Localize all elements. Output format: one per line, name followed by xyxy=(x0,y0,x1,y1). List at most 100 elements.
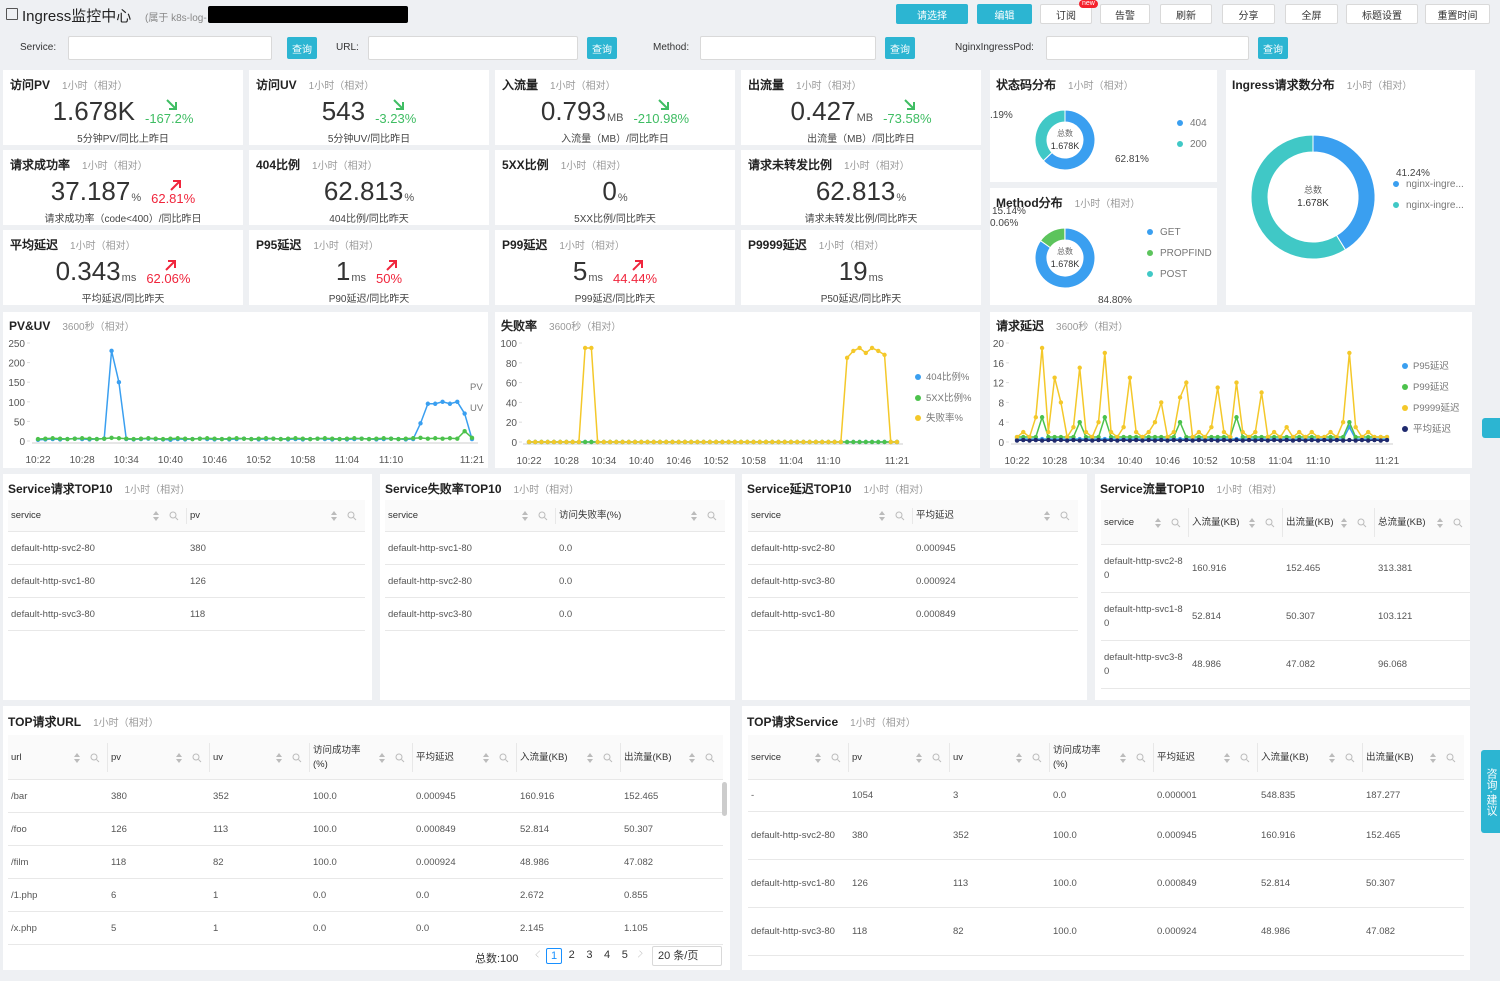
query-button[interactable]: 查询 xyxy=(587,37,617,59)
column-icons[interactable] xyxy=(520,510,550,522)
filter-input[interactable] xyxy=(700,36,876,60)
search-icon xyxy=(1453,518,1461,525)
stat-change: -210.98% xyxy=(633,99,689,126)
page-number[interactable]: 2 xyxy=(568,949,575,961)
column-title: 出流量(KB) xyxy=(624,751,672,763)
column-icons[interactable] xyxy=(1428,752,1458,764)
toolbar-button[interactable]: 编辑 xyxy=(977,4,1032,24)
column-divider xyxy=(555,508,556,524)
column-icons[interactable] xyxy=(174,752,204,764)
panel-period: 1小时（相对） xyxy=(513,485,580,496)
column-icons[interactable] xyxy=(813,752,843,764)
series-point xyxy=(1140,434,1145,440)
column-icons[interactable] xyxy=(329,510,359,522)
query-button[interactable]: 查询 xyxy=(1258,37,1288,59)
cell-text: 0.000945 xyxy=(1157,830,1197,841)
series-point xyxy=(1052,434,1057,440)
column-icons[interactable] xyxy=(1222,752,1252,764)
series-point xyxy=(801,439,806,445)
query-button[interactable]: 查询 xyxy=(885,37,915,59)
column-icons[interactable] xyxy=(481,752,511,764)
series-point xyxy=(1246,437,1252,443)
series-point xyxy=(352,436,357,441)
column-icons[interactable] xyxy=(274,752,304,764)
side-tab[interactable]: 咨询·建议 xyxy=(1481,750,1500,833)
toolbar-button[interactable]: 订阅 xyxy=(1040,4,1092,24)
stat-value: 1 xyxy=(335,256,351,286)
panel-title: 失败率 xyxy=(501,319,538,333)
column-icons[interactable] xyxy=(72,752,102,764)
column-icons[interactable] xyxy=(585,752,615,764)
legend-label: P95延迟 xyxy=(1413,360,1449,372)
column-title: 访问成功率(%) xyxy=(313,744,361,770)
cell-text: 152.465 xyxy=(624,790,659,802)
toolbar-button[interactable]: 告警 xyxy=(1100,4,1150,24)
table-cell: 3 xyxy=(953,780,1047,812)
page-number[interactable]: 5 xyxy=(621,949,628,961)
page-next[interactable] xyxy=(635,950,643,958)
column-icons[interactable] xyxy=(687,752,717,764)
table-cell: 47.082 xyxy=(1366,908,1461,956)
toolbar-button[interactable]: 请选择 xyxy=(896,4,968,24)
column-divider xyxy=(107,743,108,772)
page-number[interactable]: 4 xyxy=(604,949,611,961)
series-point xyxy=(614,439,619,445)
page-size-select[interactable]: 20 条/页 xyxy=(652,946,722,966)
toolbar-button[interactable]: 刷新 xyxy=(1160,4,1212,24)
query-button[interactable]: 查询 xyxy=(287,37,317,59)
column-icons[interactable] xyxy=(1042,510,1072,522)
column-icons[interactable] xyxy=(1153,517,1183,529)
panel-title: Service失败率TOP10 xyxy=(385,482,502,496)
panel-header: Service失败率TOP10 1小时（相对） xyxy=(385,480,579,498)
x-tick-label: 11:04 xyxy=(1268,456,1293,467)
series-point xyxy=(227,436,232,441)
filter-input[interactable] xyxy=(68,36,272,60)
column-title: 平均延迟 xyxy=(916,510,955,521)
toolbar-button[interactable]: 标题设置 xyxy=(1346,4,1418,24)
column-icons[interactable] xyxy=(1339,517,1369,529)
page-prev[interactable] xyxy=(535,950,543,958)
cell-text: /1.php xyxy=(11,889,38,901)
column-icons[interactable] xyxy=(914,752,944,764)
cell-text: 96.068 xyxy=(1378,659,1408,670)
column-icons[interactable] xyxy=(377,752,407,764)
column-icons[interactable] xyxy=(1014,752,1044,764)
series-point xyxy=(146,436,151,441)
page-number[interactable]: 3 xyxy=(586,949,593,961)
panel-header: Service流量TOP10 1小时（相对） xyxy=(1100,480,1282,498)
column-icons[interactable] xyxy=(1435,517,1465,529)
column-icons[interactable] xyxy=(1118,752,1148,764)
table-cell: 160.916 xyxy=(1261,812,1360,860)
series-point xyxy=(1359,437,1365,443)
table-cell: 113 xyxy=(213,813,307,846)
column-icons[interactable] xyxy=(1327,752,1357,764)
series-point xyxy=(1121,437,1126,443)
series-point xyxy=(1127,438,1133,443)
y-tick-label: 150 xyxy=(8,378,25,389)
series-point xyxy=(1039,415,1045,420)
stat-footer: 5分钟UV/同比昨日 xyxy=(327,134,411,145)
toolbar-button[interactable]: 全屏 xyxy=(1285,4,1338,24)
cell-text: default-http-svc3-80 xyxy=(388,608,472,620)
series-point xyxy=(626,439,631,445)
column-icons[interactable] xyxy=(1247,517,1277,529)
toolbar-button[interactable]: 分享 xyxy=(1222,4,1275,24)
stat-change: -73.58% xyxy=(883,99,932,126)
sort-icon xyxy=(1249,517,1255,528)
filter-input[interactable] xyxy=(368,36,578,60)
cell-text: 380 xyxy=(190,542,206,554)
stat-change-text: -3.23% xyxy=(375,111,417,126)
side-icon-tab[interactable] xyxy=(1482,418,1500,438)
page-number[interactable]: 1 xyxy=(546,948,562,964)
column-icons[interactable] xyxy=(877,510,907,522)
search-icon-handle xyxy=(1271,523,1275,527)
toolbar-button[interactable]: 重置时间 xyxy=(1425,4,1490,24)
series-point xyxy=(337,436,342,442)
cell-text: 6 xyxy=(111,889,117,901)
series-point xyxy=(1284,424,1289,430)
column-icons[interactable] xyxy=(151,510,181,522)
sort-icon xyxy=(153,511,159,521)
filter-input[interactable] xyxy=(1046,36,1249,60)
column-icons[interactable] xyxy=(689,510,719,522)
table-cell: 352 xyxy=(953,812,1047,860)
